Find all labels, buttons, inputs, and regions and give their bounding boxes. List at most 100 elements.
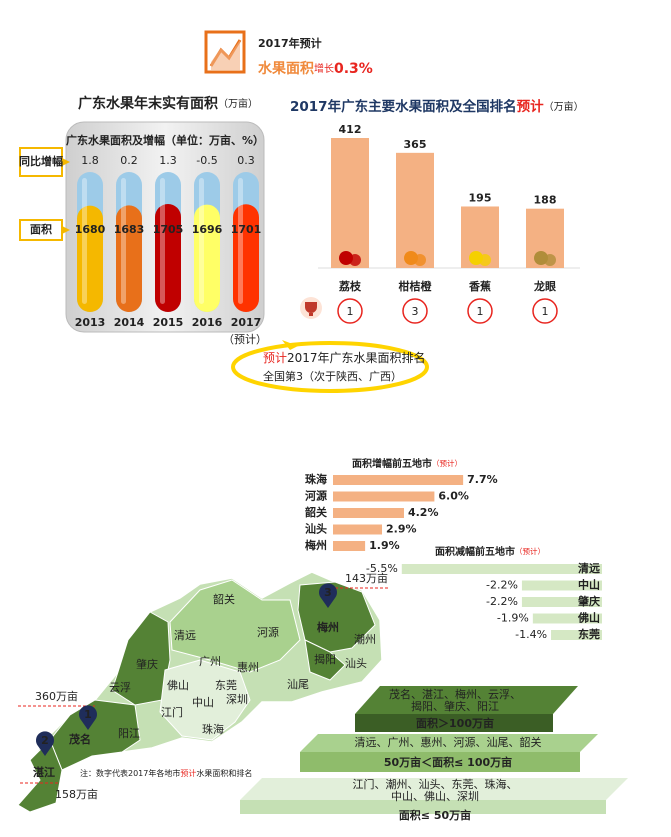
value-label: -2.2% [486,579,518,592]
rank-circle [467,298,493,324]
growth-label: -0.5 [196,154,217,167]
pin-label: 1 [84,708,92,721]
rank-circle [337,298,363,324]
map-note-part: 注：数字代表2017年各地市 [80,768,180,778]
rank-circle [532,298,558,324]
city-label: 梅州 [317,620,339,634]
value-label: 6.0% [438,490,469,503]
x-tick-label: 龙眼 [533,279,556,293]
chart-title-part: 预计 [517,98,545,115]
fruit-icon [349,254,361,266]
callout-text-part: 预计 [263,351,287,365]
rank-label: 1 [477,305,484,318]
value-label: 2.9% [386,523,417,536]
icon-frame [204,30,246,74]
chart-title: 面积减幅前五地市（预计） [435,545,545,558]
bar [401,564,602,574]
map-pin [35,731,54,756]
tube-gloss [121,178,126,304]
chart-title: 面积增幅前五地市（预计） [352,457,462,470]
bar [333,541,366,551]
header-subtitle: 水果面积增长0.3% [258,60,373,77]
tier-top [300,734,598,752]
bar [233,204,259,312]
tier-top [240,778,628,800]
value-label: 7.7% [467,473,498,486]
bar [116,205,142,312]
row-label: 面积 [30,222,52,236]
city-label: 汕尾 [287,678,309,691]
fruit-icon [479,254,491,266]
tube-gloss [238,178,243,304]
note: （预计） [223,333,267,346]
city-label: 云浮 [109,681,131,694]
tube-gloss [160,178,165,304]
x-tick-label: 2015 [153,316,184,329]
y-tick-label: 汕头 [305,522,327,536]
city-label: 河源 [257,625,279,639]
amount-label: 158万亩 [55,787,98,801]
bar [155,204,181,312]
value-label: 1680 [75,223,106,236]
y-tick-label: 中山 [578,578,600,592]
y-tick-label: 东莞 [578,627,600,641]
row-tags [19,147,70,241]
chart-title-part: （预计） [515,546,545,556]
y-tick-label: 河源 [305,489,327,503]
chart-title: 广东水果年末实有面积（万亩） [78,95,258,112]
value-label: 4.2% [408,506,439,519]
x-tick-label: 2013 [75,316,106,329]
chart-title-part: （预计） [432,458,462,468]
region-dark [17,739,63,813]
header-title: 2017年预计 [258,36,322,50]
bar [333,491,435,502]
region-light [159,659,251,741]
pin-label: 2 [41,734,49,747]
value-label: 195 [469,191,492,204]
region-mid [169,579,301,673]
city-label: 湛江 [33,765,55,779]
chart-title-part: 2017年广东主要水果面积及全国排名 [290,98,517,115]
bar [333,475,464,485]
value-label: 1.9% [369,539,400,552]
city-label: 韶关 [213,592,235,606]
amount-label: 360万亩 [35,689,78,703]
tier-range: 面积≤ 50万亩 [399,808,471,822]
bar [521,580,602,591]
y-tick-label: 梅州 [305,538,327,552]
amount-label: 143万亩 [345,571,388,585]
growth-label: 0.2 [120,154,138,167]
fruit-icon [544,254,556,266]
bar [333,524,383,535]
tier-cities: 江门、潮州、汕头、东莞、珠海、 [353,777,518,791]
tier-range: 面积＞100万亩 [416,716,494,730]
region-dark [49,699,141,771]
y-tick-label: 清远 [578,561,600,575]
header-subtitle-part: 水果面积 [258,60,314,77]
x-tick-label: 香蕉 [468,279,491,293]
x-tick-label: 柑桔橙 [399,279,433,293]
pin-label: 3 [324,586,332,599]
tier-top [355,686,578,714]
chart-title: 2017年广东主要水果面积及全国排名预计（万亩） [290,98,584,115]
header-subtitle-part: 0.3% [334,61,373,77]
rank-circle [402,298,428,324]
value-label: 1705 [153,223,184,236]
trophy [305,302,317,316]
x-tick-label: 荔枝 [338,279,362,293]
growth-label: 1.8 [81,154,99,167]
tube-gloss [82,178,87,304]
city-label: 阳江 [118,727,140,740]
bar [551,630,602,640]
map-note: 注：数字代表2017年各地市预计水果面积和排名 [80,768,252,778]
bar [194,204,220,312]
region-dark [297,581,376,653]
growth-label: 0.3 [237,154,255,167]
city-label: 清远 [174,629,196,642]
tier-front [355,714,553,732]
fruit-icon [414,254,426,266]
bar [331,138,369,268]
callout-tail [282,340,298,350]
